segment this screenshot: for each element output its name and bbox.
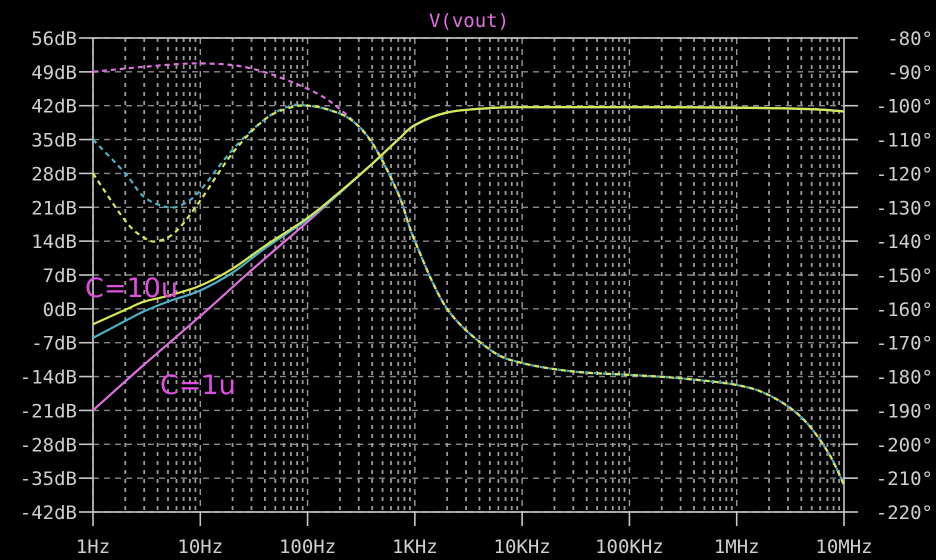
- right-tick-label: -100°: [876, 96, 933, 118]
- left-tick-label: 21dB: [31, 197, 77, 219]
- annotation-label: C=1u: [160, 370, 236, 401]
- left-tick-label: 0dB: [43, 299, 77, 321]
- right-tick-label: -130°: [876, 197, 933, 219]
- right-tick-label: -200°: [876, 434, 933, 456]
- right-tick-label: -160°: [876, 299, 933, 321]
- left-tick-label: -35dB: [20, 468, 77, 490]
- x-tick-label: 100KHz: [595, 536, 664, 558]
- left-tick-label: -42dB: [20, 502, 77, 524]
- right-tick-label: -170°: [876, 333, 933, 355]
- right-tick-label: -150°: [876, 265, 933, 287]
- x-tick-label: 1KHz: [392, 536, 438, 558]
- tick-labels: 56dB 49dB 42dB 35dB 28dB 21dB 14dB 7dB 0dB -7dB -1…: [20, 28, 933, 558]
- right-tick-label: -80°: [887, 28, 933, 50]
- chart-title: V(vout): [429, 10, 509, 32]
- left-tick-label: 35dB: [31, 130, 77, 152]
- x-tick-label: 10MHz: [815, 536, 872, 558]
- left-tick-label: -28dB: [20, 434, 77, 456]
- x-tick-label: 100Hz: [279, 536, 336, 558]
- right-tick-label: -140°: [876, 231, 933, 253]
- plot-frame: [79, 37, 858, 526]
- x-tick-label: 10Hz: [177, 536, 223, 558]
- series-group: [92, 62, 845, 486]
- phase-series-line: [92, 103, 845, 486]
- magnitude-series-line: [92, 105, 845, 326]
- right-tick-label: -210°: [876, 468, 933, 490]
- x-tick-label: 10KHz: [494, 536, 551, 558]
- phase-series-line: [92, 104, 845, 486]
- right-tick-label: -190°: [876, 400, 933, 422]
- left-tick-label: -14dB: [20, 367, 77, 389]
- left-tick-label: 42dB: [31, 96, 77, 118]
- right-tick-label: -120°: [876, 163, 933, 185]
- left-tick-label: -21dB: [20, 400, 77, 422]
- annotation-label: C=10u: [85, 273, 178, 304]
- right-tick-label: -90°: [887, 62, 933, 84]
- left-tick-label: 49dB: [31, 62, 77, 84]
- x-tick-label: 1MHz: [714, 536, 760, 558]
- left-tick-label: 7dB: [43, 265, 77, 287]
- left-tick-label: 14dB: [31, 231, 77, 253]
- left-tick-label: -7dB: [31, 333, 77, 355]
- x-tick-label: 1Hz: [76, 536, 110, 558]
- annotations: C=10u C=1u: [85, 273, 236, 401]
- right-tick-label: -220°: [876, 502, 933, 524]
- right-tick-label: -180°: [876, 367, 933, 389]
- left-tick-label: 28dB: [31, 163, 77, 185]
- right-tick-label: -110°: [876, 130, 933, 152]
- left-tick-label: 56dB: [31, 28, 77, 50]
